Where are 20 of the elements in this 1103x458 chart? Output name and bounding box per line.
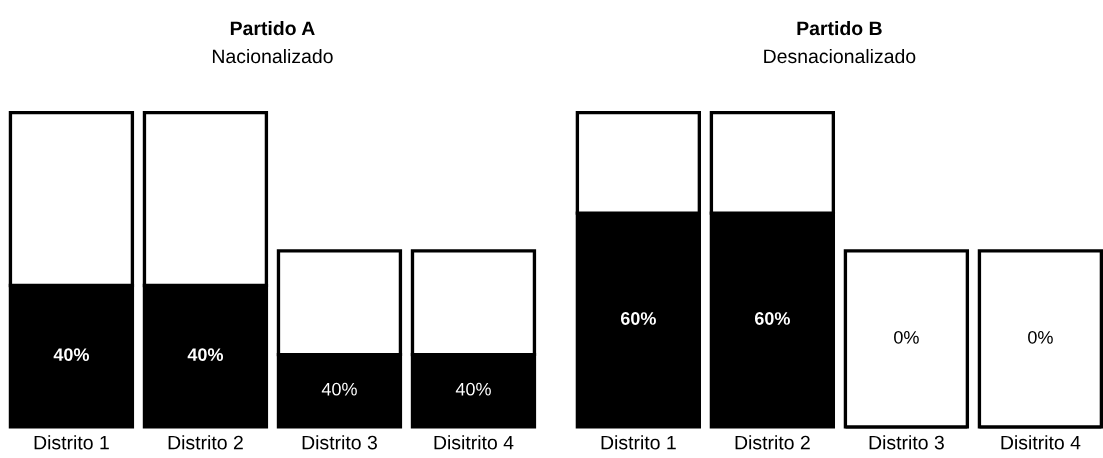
chart-subtitle: Nacionalizado xyxy=(212,48,333,64)
x-tick-label: Distrito 2 xyxy=(168,435,243,450)
chart-title: Partido B xyxy=(797,20,882,36)
annotation: 0% xyxy=(894,330,919,344)
x-tick-label: Distrito 1 xyxy=(34,435,109,450)
annotation: 40% xyxy=(53,348,90,362)
annotation: 0% xyxy=(1028,330,1053,344)
x-tick-label: Distrito 2 xyxy=(735,435,810,450)
x-tick-label: Distrito 1 xyxy=(601,435,676,450)
annotation: 60% xyxy=(620,312,656,325)
x-tick-label: Distrito 3 xyxy=(869,435,944,450)
x-tick-label: Disitrito 4 xyxy=(1001,435,1081,450)
x-tick-label: Disitrito 4 xyxy=(434,435,514,450)
chart-subtitle: Desnacionalizado xyxy=(764,48,916,64)
annotation: 40% xyxy=(455,382,491,396)
annotation: 40% xyxy=(321,382,357,396)
chart-title: Partido A xyxy=(230,20,315,36)
x-tick-label: Distrito 3 xyxy=(302,435,377,450)
annotation: 40% xyxy=(187,348,224,362)
annotation: 60% xyxy=(754,312,790,325)
